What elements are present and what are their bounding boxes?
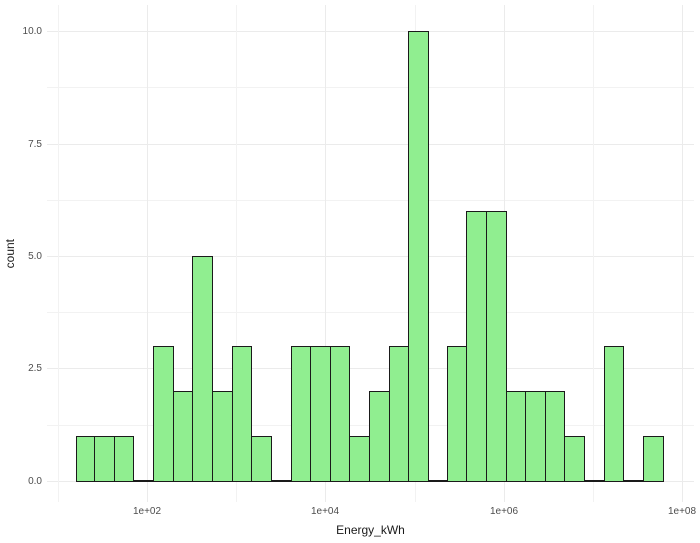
- y-tick-label: 2.5: [28, 363, 42, 374]
- histogram-bar: [232, 346, 252, 482]
- x-tick-label: 1e+06: [489, 506, 519, 517]
- histogram-bar: [192, 256, 213, 482]
- histogram-bar: [447, 346, 467, 482]
- x-minor-gridline: [593, 5, 594, 502]
- x-axis-title: Energy_kWh: [336, 523, 405, 537]
- histogram-bar: [251, 436, 272, 482]
- x-tick-label: 1e+04: [310, 506, 340, 517]
- x-minor-gridline: [58, 5, 59, 502]
- y-tick-label: 5.0: [28, 251, 42, 262]
- x-minor-gridline: [236, 5, 237, 502]
- y-tick-label: 0.0: [28, 476, 42, 487]
- histogram-bar: [94, 436, 115, 482]
- histogram-bar: [291, 346, 311, 482]
- y-major-gridline: [47, 368, 694, 369]
- histogram-bar: [330, 346, 350, 482]
- x-tick-label: 1e+02: [132, 506, 162, 517]
- histogram-bar: [408, 31, 429, 482]
- y-axis-title-text: count: [3, 238, 17, 269]
- histogram-bar: [466, 211, 487, 482]
- y-major-gridline: [47, 256, 694, 257]
- histogram-bar: [525, 391, 546, 482]
- histogram-bar: [564, 436, 585, 482]
- y-tick-label: 7.5: [28, 139, 42, 150]
- histogram-bar: [310, 346, 331, 482]
- histogram-bar: [389, 346, 409, 482]
- x-tick-label: 1e+08: [667, 506, 697, 517]
- y-axis-title: count: [3, 5, 17, 502]
- y-tick-label: 10.0: [22, 26, 42, 37]
- histogram-bar: [153, 346, 174, 482]
- y-major-gridline: [47, 144, 694, 145]
- histogram-bar: [545, 391, 565, 482]
- y-minor-gridline: [47, 87, 694, 88]
- y-minor-gridline: [47, 200, 694, 201]
- histogram-bar: [486, 211, 507, 482]
- x-major-gridline: [325, 5, 326, 502]
- histogram-bar: [506, 391, 526, 482]
- histogram-zero-bin-line: [623, 480, 644, 482]
- histogram-bar: [643, 436, 664, 482]
- x-major-gridline: [147, 5, 148, 502]
- x-major-gridline: [682, 5, 683, 502]
- histogram-bar: [604, 346, 624, 482]
- histogram-bar: [212, 391, 233, 482]
- histogram-zero-bin-line: [271, 480, 292, 482]
- histogram-bar: [76, 436, 95, 482]
- y-minor-gridline: [47, 312, 694, 313]
- histogram-zero-bin-line: [133, 480, 154, 482]
- histogram-bar: [114, 436, 134, 482]
- histogram-bar: [349, 436, 370, 482]
- y-major-gridline: [47, 31, 694, 32]
- histogram-bar: [173, 391, 193, 482]
- histogram-zero-bin-line: [428, 480, 448, 482]
- histogram-zero-bin-line: [584, 480, 605, 482]
- histogram-bar: [369, 391, 390, 482]
